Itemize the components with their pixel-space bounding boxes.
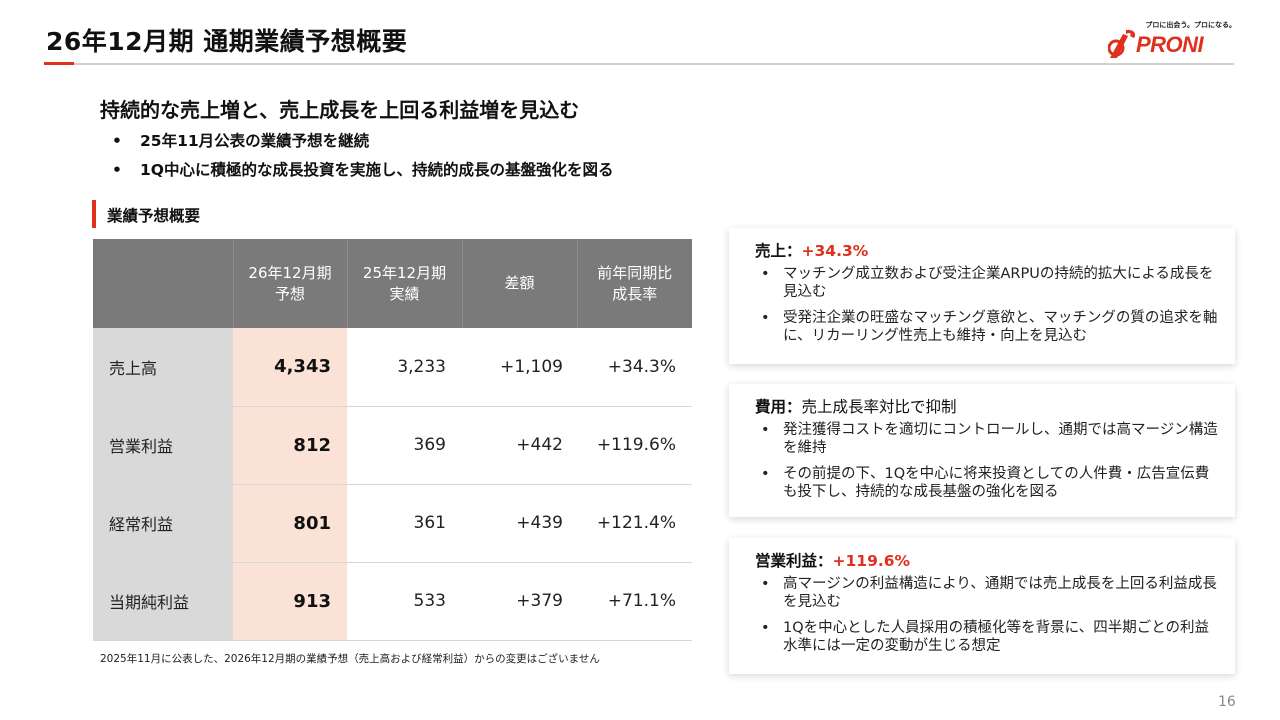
card-bullet: • 発注獲得コストを適切にコントロールし、通期では高マージン構造を維持: [755, 421, 1221, 457]
card-title-highlight: +119.6%: [832, 552, 911, 570]
header-forecast-label: 26年12月期 予想: [248, 263, 332, 303]
row-label: 当期純利益: [93, 562, 233, 641]
header-blank: [93, 239, 233, 328]
growth-value: +119.6%: [577, 406, 692, 485]
card-title-highlight: +34.3%: [801, 242, 869, 260]
growth-value: +34.3%: [577, 328, 692, 407]
bullet-dot: •: [761, 576, 770, 592]
table-header-row: 26年12月期 予想 25年12月期 実績 差額 前年同期比 成長率: [93, 239, 692, 328]
summary-bullets: • 25年11月公表の業績予想を継続 • 1Q中心に積極的な成長投資を実施し、持続的…: [112, 128, 613, 186]
growth-value: +71.1%: [577, 562, 692, 641]
logo-text: PRONI: [1136, 32, 1204, 57]
forecast-value: 4,343: [233, 328, 347, 407]
summary-bullet-text: 1Q中心に積極的な成長投資を実施し、持続的成長の基盤強化を図る: [140, 161, 614, 179]
table-row: 当期純利益 913 533 +379 +71.1%: [93, 562, 692, 641]
card-bullets: • 高マージンの利益構造により、通期では売上成長を上回る利益成長を見込む • 1Qを…: [755, 575, 1221, 655]
bullet-dot: •: [761, 466, 770, 482]
card-bullet-text: 受発注企業の旺盛なマッチング意欲と、マッチングの質の追求を軸に、リカーリング性売…: [783, 310, 1218, 344]
bullet-dot: •: [761, 620, 770, 636]
actual-value: 369: [347, 406, 462, 485]
row-label: 営業利益: [93, 406, 233, 485]
summary-bullet: • 1Q中心に積極的な成長投資を実施し、持続的成長の基盤強化を図る: [112, 157, 613, 186]
bullet-dot: •: [761, 266, 770, 282]
diff-value: +1,109: [462, 328, 577, 407]
table-row: 営業利益 812 369 +442 +119.6%: [93, 406, 692, 485]
logo-tagline: プロに出会う。プロになる。: [1145, 21, 1236, 29]
diff-value: +442: [462, 406, 577, 485]
card-operating-profit: 営業利益：+119.6% • 高マージンの利益構造により、通期では売上成長を上回る…: [729, 538, 1235, 674]
header-growth-label: 前年同期比 成長率: [597, 263, 673, 303]
card-bullet-text: 発注獲得コストを適切にコントロールし、通期では高マージン構造を維持: [783, 422, 1218, 456]
bullet-dot: •: [112, 161, 122, 179]
card-title-label: 売上：: [755, 242, 802, 260]
row-label: 経常利益: [93, 484, 233, 563]
summary-bullet: • 25年11月公表の業績予想を継続: [112, 128, 613, 157]
bullet-dot: •: [761, 422, 770, 438]
card-title: 費用：売上成長率対比で抑制: [755, 396, 1221, 421]
card-bullet: • 受発注企業の旺盛なマッチング意欲と、マッチングの質の追求を軸に、リカーリング性…: [755, 309, 1221, 345]
header-growth: 前年同期比 成長率: [576, 239, 692, 328]
forecast-table: 26年12月期 予想 25年12月期 実績 差額 前年同期比 成長率 売上高 4…: [93, 239, 692, 641]
page-title: 26年12月期 通期業績予想概要: [46, 27, 408, 56]
card-title: 営業利益：+119.6%: [755, 550, 1221, 575]
actual-value: 533: [347, 562, 462, 641]
forecast-value: 801: [233, 484, 347, 563]
card-bullet-text: マッチング成立数および受注企業ARPUの持続的拡大による成長を見込む: [783, 266, 1214, 300]
card-title: 売上：+34.3%: [755, 240, 1221, 265]
summary-bullet-text: 25年11月公表の業績予想を継続: [140, 132, 370, 150]
forecast-value: 913: [233, 562, 347, 641]
growth-value: +121.4%: [577, 484, 692, 563]
card-bullet-text: 高マージンの利益構造により、通期では売上成長を上回る利益成長を見込む: [783, 576, 1217, 610]
card-sales: 売上：+34.3% • マッチング成立数および受注企業ARPUの持続的拡大による成…: [729, 228, 1235, 364]
card-expenses: 費用：売上成長率対比で抑制 • 発注獲得コストを適切にコントロールし、通期では高マ…: [729, 384, 1235, 517]
diff-value: +439: [462, 484, 577, 563]
title-divider: [44, 63, 1234, 65]
summary-headline: 持続的な売上増と、売上成長を上回る利益増を見込む: [100, 98, 580, 122]
card-title-label: 費用：: [755, 398, 802, 416]
header-diff: 差額: [461, 239, 577, 328]
table-row: 売上高 4,343 3,233 +1,109 +34.3%: [93, 328, 692, 407]
section-accent-bar: [92, 200, 96, 228]
card-bullet: • 1Qを中心とした人員採用の積極化等を背景に、四半期ごとの利益水準には一定の変動…: [755, 619, 1221, 655]
logo-mark-icon: [1108, 29, 1136, 58]
card-title-rest: 売上成長率対比で抑制: [801, 398, 957, 416]
card-bullet-text: 1Qを中心とした人員採用の積極化等を背景に、四半期ごとの利益水準には一定の変動が…: [783, 620, 1210, 654]
card-bullet-text: その前提の下、1Qを中心に将来投資としての人件費・広告宣伝費も投下し、持続的な成…: [783, 466, 1210, 500]
bullet-dot: •: [761, 310, 770, 326]
header-diff-label: 差額: [504, 274, 535, 292]
card-bullet: • マッチング成立数および受注企業ARPUの持続的拡大による成長を見込む: [755, 265, 1221, 301]
card-bullet: • 高マージンの利益構造により、通期では売上成長を上回る利益成長を見込む: [755, 575, 1221, 611]
title-accent-bar: [44, 62, 74, 65]
table-footnote: 2025年11月に公表した、2026年12月期の業績予想（売上高および経常利益）…: [100, 653, 600, 665]
table-row: 経常利益 801 361 +439 +121.4%: [93, 484, 692, 563]
proni-logo: プロに出会う。プロになる。 PRONI: [1106, 18, 1236, 62]
card-bullets: • 発注獲得コストを適切にコントロールし、通期では高マージン構造を維持 • その前提…: [755, 421, 1221, 501]
actual-value: 361: [347, 484, 462, 563]
row-label: 売上高: [93, 328, 233, 407]
bullet-dot: •: [112, 132, 122, 150]
forecast-value: 812: [233, 406, 347, 485]
card-bullets: • マッチング成立数および受注企業ARPUの持続的拡大による成長を見込む • 受発注…: [755, 265, 1221, 345]
card-bullet: • その前提の下、1Qを中心に将来投資としての人件費・広告宣伝費も投下し、持続的な…: [755, 465, 1221, 501]
header-actual: 25年12月期 実績: [346, 239, 462, 328]
header-actual-label: 25年12月期 実績: [362, 263, 447, 303]
page-number: 16: [1218, 694, 1236, 710]
card-title-label: 営業利益：: [755, 552, 833, 570]
header-forecast: 26年12月期 予想: [232, 239, 347, 328]
actual-value: 3,233: [347, 328, 462, 407]
section-title: 業績予想概要: [107, 207, 201, 225]
diff-value: +379: [462, 562, 577, 641]
